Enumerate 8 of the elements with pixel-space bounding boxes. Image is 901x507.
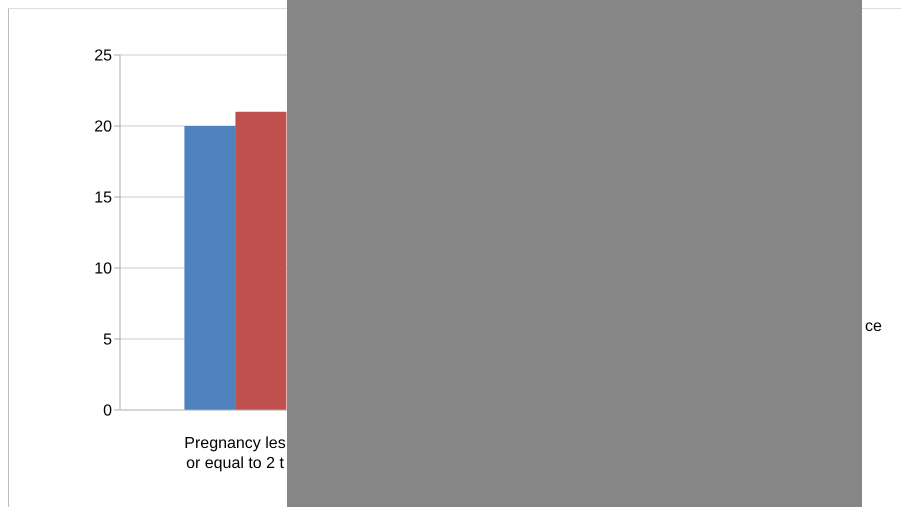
y-tick-label: 10 [94, 260, 112, 278]
x-tick-label: Pregnancy les or equal to 2 t [184, 435, 286, 472]
y-tick-label: 20 [94, 118, 112, 136]
y-tick-label: 5 [103, 332, 112, 349]
y-tick-label: 15 [94, 190, 112, 207]
y-tick-label: 0 [103, 402, 112, 420]
text: ce [865, 318, 882, 336]
y-tick-label: 25 [94, 48, 112, 65]
